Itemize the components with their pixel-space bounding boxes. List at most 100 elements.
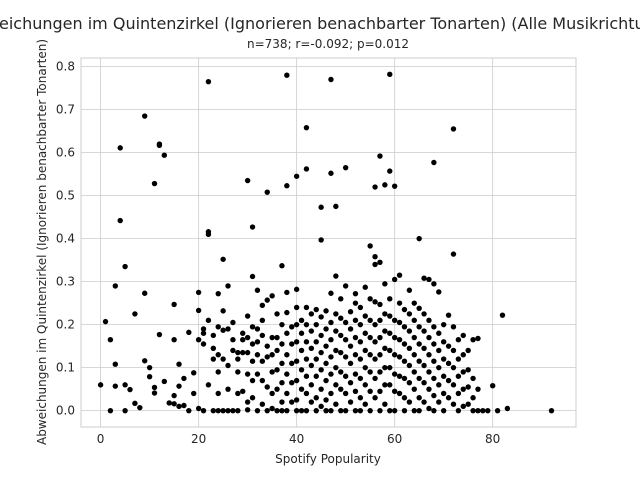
- data-point: [396, 354, 403, 360]
- data-point: [298, 347, 305, 354]
- data-point: [249, 395, 256, 401]
- data-point: [240, 388, 246, 395]
- data-point: [171, 401, 177, 407]
- data-point: [377, 388, 383, 395]
- data-point: [470, 375, 476, 382]
- data-point: [499, 312, 506, 318]
- data-point: [352, 388, 359, 395]
- data-point: [102, 318, 109, 325]
- data-point: [249, 341, 256, 347]
- data-point: [323, 407, 329, 414]
- data-point: [293, 377, 300, 384]
- data-point: [362, 330, 368, 336]
- data-point: [284, 371, 290, 377]
- data-point: [254, 287, 261, 293]
- data-point: [264, 407, 270, 414]
- data-point: [387, 168, 393, 174]
- data-point: [367, 296, 373, 302]
- data-point: [284, 352, 290, 358]
- data-point: [387, 347, 393, 354]
- data-point: [475, 407, 481, 414]
- data-point: [244, 313, 251, 319]
- data-point: [450, 401, 457, 407]
- data-point: [318, 332, 324, 339]
- data-point: [200, 407, 207, 414]
- data-point: [440, 321, 447, 328]
- data-point: [235, 356, 241, 362]
- data-point: [303, 321, 310, 328]
- data-point: [230, 319, 236, 326]
- data-point: [318, 386, 324, 392]
- data-point: [431, 375, 437, 382]
- data-point: [161, 152, 168, 158]
- data-point: [205, 231, 212, 238]
- data-point: [465, 347, 471, 354]
- y-tick-label: 0.2: [56, 318, 75, 332]
- data-point: [338, 332, 344, 339]
- data-point: [225, 326, 231, 332]
- data-point: [215, 324, 221, 330]
- data-point: [249, 273, 256, 280]
- data-point: [504, 405, 511, 412]
- data-point: [328, 390, 334, 397]
- data-points: [97, 71, 555, 414]
- data-point: [323, 360, 329, 367]
- data-point: [210, 356, 217, 362]
- data-point: [391, 407, 398, 414]
- data-point: [396, 336, 403, 343]
- data-point: [426, 405, 432, 412]
- data-point: [382, 401, 388, 407]
- data-point: [230, 347, 236, 354]
- data-point: [372, 339, 378, 345]
- data-point: [431, 341, 437, 347]
- data-point: [220, 407, 226, 414]
- data-point: [293, 286, 300, 293]
- data-point: [406, 311, 413, 317]
- data-point: [303, 356, 310, 362]
- data-point: [470, 395, 476, 401]
- data-point: [411, 407, 417, 414]
- data-point: [254, 326, 261, 332]
- data-point: [240, 349, 246, 356]
- data-point: [264, 343, 270, 349]
- data-point: [416, 341, 422, 347]
- data-point: [367, 352, 373, 358]
- data-point: [377, 153, 383, 159]
- data-point: [396, 373, 403, 379]
- data-point: [318, 349, 324, 356]
- data-point: [240, 330, 246, 336]
- grid: [81, 58, 576, 427]
- y-tick-labels: 0.0 0.1 0.2 0.3 0.4 0.5 0.6 0.7 0.8: [56, 60, 75, 418]
- data-point: [259, 302, 266, 308]
- data-point: [235, 407, 241, 414]
- data-point: [406, 362, 413, 369]
- data-point: [279, 399, 285, 405]
- data-point: [465, 401, 471, 407]
- data-point: [293, 304, 300, 311]
- data-point: [308, 362, 315, 369]
- data-point: [342, 407, 349, 414]
- data-point: [254, 371, 261, 377]
- data-point: [548, 407, 555, 414]
- data-point: [460, 369, 466, 375]
- data-point: [318, 403, 324, 410]
- data-point: [494, 407, 501, 414]
- data-point: [338, 315, 344, 321]
- data-point: [244, 407, 251, 413]
- data-point: [161, 378, 168, 385]
- data-point: [450, 324, 457, 330]
- data-point: [485, 407, 491, 414]
- data-point: [460, 332, 466, 339]
- data-point: [372, 375, 378, 382]
- data-point: [401, 358, 408, 364]
- data-point: [303, 373, 310, 379]
- data-point: [362, 347, 368, 354]
- data-point: [156, 331, 163, 338]
- data-point: [293, 397, 300, 403]
- x-tick-label: 20: [191, 432, 206, 446]
- data-point: [122, 382, 128, 388]
- x-tick-label: 40: [289, 432, 304, 446]
- data-point: [328, 354, 334, 360]
- data-point: [455, 373, 462, 379]
- data-point: [323, 397, 329, 403]
